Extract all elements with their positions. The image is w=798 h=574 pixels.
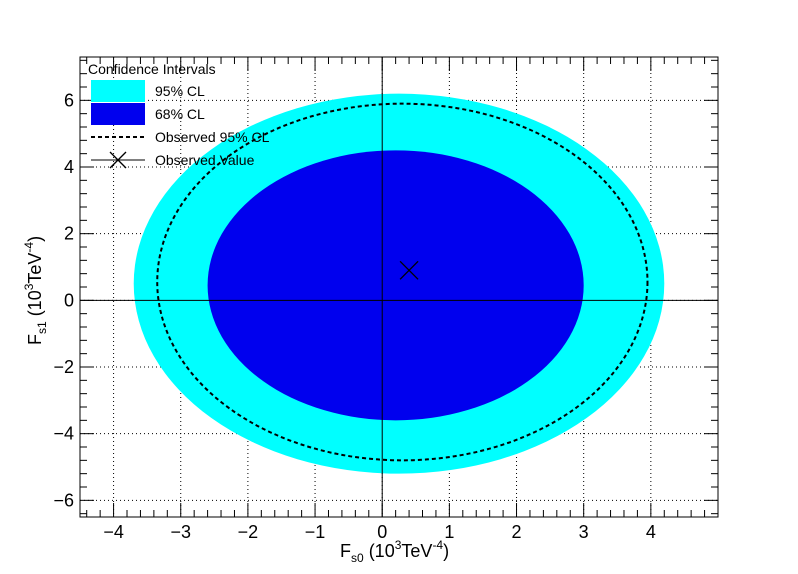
- y-axis-title: Fs1 (103TeV-4): [22, 236, 49, 345]
- legend: Confidence Intervals 95% CL 68% CL Observe…: [88, 61, 270, 169]
- x-tick-label: −4: [103, 522, 124, 542]
- x-tick-label: −3: [170, 522, 191, 542]
- observed-95-cl-contour: [156, 102, 649, 462]
- region-68-cl: [207, 150, 584, 421]
- tick-labels: −4 −3 −2 −1 0 1 2 3 4 −6 −4 −2 0 2 4 6: [53, 90, 655, 542]
- y-tick-label: 0: [64, 290, 74, 310]
- legend-label: 68% CL: [155, 106, 205, 122]
- legend-swatch-68-cl: [91, 103, 145, 125]
- legend-label: Observed Value: [155, 152, 255, 168]
- y-tick-label: −4: [53, 424, 74, 444]
- x-axis-title: Fs0 (103TeV-4): [340, 538, 449, 565]
- x-tick-label: 1: [444, 522, 454, 542]
- x-tick-label: −2: [238, 522, 259, 542]
- x-tick-label: 0: [377, 522, 387, 542]
- y-tick-label: 6: [64, 90, 74, 110]
- x-tick-label: 4: [646, 522, 656, 542]
- legend-label: Observed 95% CL: [155, 129, 270, 145]
- confidence-regions: [133, 93, 665, 474]
- axis-ticks: [80, 57, 718, 517]
- y-tick-label: 2: [64, 224, 74, 244]
- y-tick-label: −6: [53, 490, 74, 510]
- legend-marker-icon: [109, 151, 127, 169]
- x-tick-label: −1: [305, 522, 326, 542]
- x-tick-label: 2: [512, 522, 522, 542]
- legend-title: Confidence Intervals: [88, 61, 216, 77]
- plot-border: [79, 56, 719, 518]
- observed-value-marker: [399, 260, 419, 280]
- zero-axis-lines: [80, 57, 718, 517]
- x-tick-label: 3: [579, 522, 589, 542]
- y-tick-label: 4: [64, 157, 74, 177]
- legend-label: 95% CL: [155, 83, 205, 99]
- y-tick-label: −2: [53, 357, 74, 377]
- legend-swatch-95-cl: [91, 80, 145, 102]
